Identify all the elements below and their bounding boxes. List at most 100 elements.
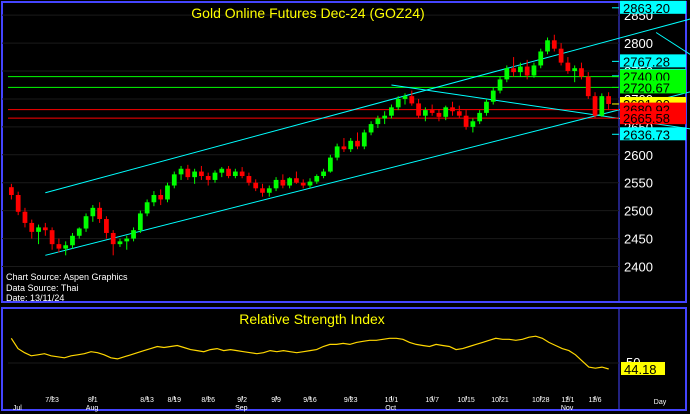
candle-body: [341, 146, 347, 150]
rsi-last-value-text: 44.18: [624, 362, 657, 377]
rsi-line: [10, 335, 609, 370]
candle-body: [450, 107, 455, 112]
candle-body: [56, 244, 62, 249]
candle-body: [389, 107, 394, 116]
candle-body: [538, 51, 544, 66]
candle-body: [477, 112, 483, 122]
x-tick-label: 8/1: [88, 397, 98, 404]
candle-body: [504, 68, 510, 80]
candle-body: [558, 48, 564, 63]
candle-body: [592, 96, 598, 116]
price-label-box: [620, 0, 686, 14]
price-label-text: 2767.28: [623, 54, 670, 69]
candle-body: [518, 66, 523, 73]
candle-body: [76, 228, 82, 236]
candle-body: [185, 168, 191, 178]
price-tick-label: 2500: [624, 204, 653, 219]
x-tick-label: 11/1: [561, 397, 574, 404]
price-label-box: [620, 111, 686, 125]
price-tick-label: 2800: [624, 36, 653, 51]
candlestick-series: [9, 34, 611, 256]
support-resistance-lines: [8, 76, 619, 119]
candle-body: [42, 227, 48, 231]
candle-body: [294, 178, 299, 183]
candle-body: [253, 182, 259, 189]
candle-body: [585, 76, 591, 97]
candle-body: [511, 68, 516, 73]
candle-body: [49, 230, 55, 245]
price-tick-label: 2600: [624, 148, 653, 163]
price-grid: [2, 14, 619, 267]
price-panel-border: [1, 1, 687, 303]
candle-body: [382, 115, 388, 119]
candle-body: [524, 66, 530, 76]
rsi-panel-border: [1, 307, 687, 411]
price-tick-label: 2450: [624, 232, 653, 247]
candle-body: [355, 140, 360, 147]
x-month-label: Jul: [13, 405, 22, 412]
price-label-text: 2720.67: [623, 80, 670, 95]
candle-body: [334, 146, 340, 158]
candle-body: [456, 111, 462, 116]
x-month-label: Sep: [235, 405, 248, 412]
candle-body: [429, 110, 435, 113]
candle-body: [327, 157, 333, 172]
candle-body: [484, 101, 489, 113]
candle-body: [137, 213, 143, 231]
candle-body: [606, 96, 611, 104]
x-axis-unit: Day: [654, 399, 667, 406]
candle-body: [110, 232, 116, 245]
candle-body: [158, 195, 164, 200]
x-tick-label: 8/19: [167, 397, 181, 404]
candle-body: [565, 62, 571, 72]
rsi-title: Relative Strength Index: [239, 311, 385, 327]
candle-body: [266, 188, 272, 193]
candle-body: [497, 79, 503, 91]
candle-body: [368, 124, 374, 133]
candle-body: [97, 207, 102, 220]
x-tick-label: 9/9: [271, 397, 281, 404]
x-tick-label: 10/7: [425, 397, 439, 404]
x-tick-label: 9/16: [303, 397, 317, 404]
x-tick-label: 10/15: [457, 397, 475, 404]
candle-body: [579, 68, 584, 77]
trend-line: [45, 91, 690, 256]
x-month-label: Aug: [86, 405, 99, 412]
candle-body: [348, 140, 354, 150]
candle-body: [273, 179, 279, 189]
x-tick-label: 8/13: [140, 397, 154, 404]
candle-body: [239, 171, 245, 177]
candle-body: [321, 171, 326, 177]
price-tick-label: 2550: [624, 176, 653, 191]
candle-body: [22, 211, 28, 223]
candle-body: [314, 176, 320, 182]
price-tick-label: 2400: [624, 259, 653, 274]
candle-body: [436, 112, 442, 117]
data-source-text: Data Source: Thai: [6, 283, 78, 293]
x-tick-label: 10/21: [491, 397, 509, 404]
candle-body: [422, 110, 428, 116]
x-axis: 7/23 8/1 8/13 8/19 8/26 9/2 9/9 9/16 9/23 10/1 10/…: [13, 396, 667, 412]
candle-body: [117, 241, 123, 245]
candle-body: [178, 168, 184, 175]
candle-body: [219, 168, 225, 173]
candle-body: [83, 216, 89, 229]
x-tick-label: 9/2: [237, 397, 247, 404]
candle-body: [205, 176, 211, 180]
candle-body: [300, 182, 306, 186]
candle-body: [29, 222, 35, 232]
date-text: Date: 13/11/24: [6, 293, 64, 303]
candle-body: [402, 96, 408, 99]
candle-body: [280, 179, 286, 186]
candle-body: [192, 171, 198, 178]
candle-body: [599, 96, 605, 116]
trend-line: [655, 32, 690, 55]
candle-body: [70, 235, 75, 246]
candle-body: [232, 171, 238, 177]
x-tick-label: 10/1: [385, 397, 399, 404]
candle-body: [212, 172, 218, 180]
rsi-last-value-box: [621, 362, 665, 376]
price-label-text: 2636.73: [623, 127, 670, 142]
candle-body: [15, 195, 21, 212]
